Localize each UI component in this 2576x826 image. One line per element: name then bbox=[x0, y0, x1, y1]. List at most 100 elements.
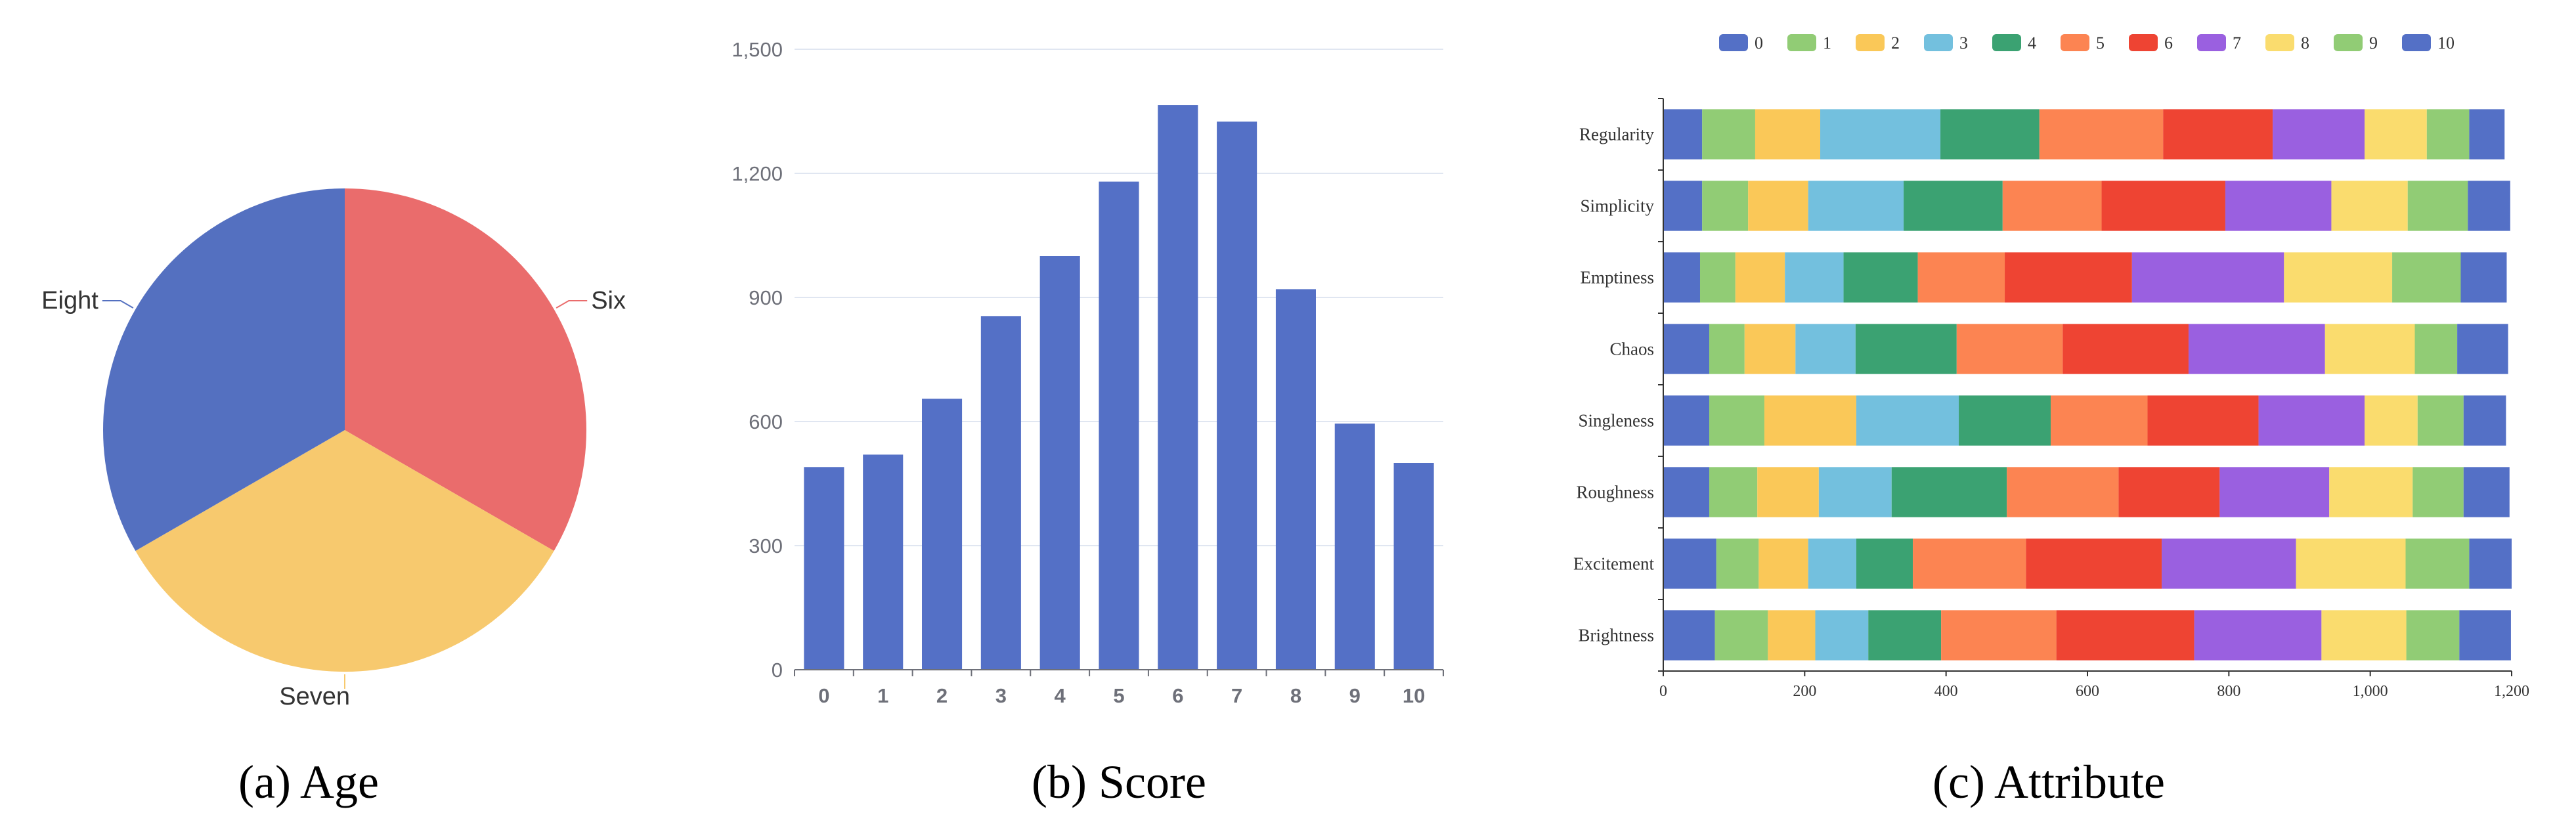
legend-label-8: 8 bbox=[2301, 33, 2309, 53]
attribute-segment-brightness-6 bbox=[2056, 610, 2194, 661]
attribute-segment-regularity-6 bbox=[2163, 109, 2273, 160]
attribute-segment-singleness-5 bbox=[2051, 395, 2148, 446]
caption-age: (a) Age bbox=[238, 756, 379, 808]
attribute-segment-regularity-2 bbox=[1755, 109, 1821, 160]
attribute-segment-excitement-0 bbox=[1663, 538, 1716, 589]
attribute-segment-regularity-5 bbox=[2039, 109, 2164, 160]
attribute-segment-brightness-3 bbox=[1815, 610, 1869, 661]
legend-swatch-6 bbox=[2129, 34, 2158, 51]
bar-8 bbox=[1275, 289, 1316, 670]
attribute-segment-chaos-3 bbox=[1795, 324, 1856, 374]
attribute-x-axis: 0 200 400 600 800 1,000 1,200 bbox=[1659, 670, 2529, 700]
attribute-segment-singleness-8 bbox=[2365, 395, 2418, 446]
attribute-segment-roughness-1 bbox=[1709, 467, 1758, 517]
pie-slices bbox=[103, 188, 586, 672]
legend-label-2: 2 bbox=[1891, 33, 1900, 53]
bar-bars bbox=[804, 105, 1434, 670]
attribute-segment-emptiness-10 bbox=[2460, 252, 2507, 303]
attribute-segment-brightness-7 bbox=[2194, 610, 2322, 661]
bar-x-tick-label: 5 bbox=[1113, 684, 1124, 707]
legend-label-7: 7 bbox=[2233, 33, 2241, 53]
attribute-label-roughness: Roughness bbox=[1576, 483, 1654, 502]
attribute-x-tick-label: 0 bbox=[1659, 683, 1667, 700]
attribute-segment-simplicity-1 bbox=[1702, 181, 1749, 231]
attribute-label-excitement: Excitement bbox=[1573, 554, 1654, 574]
attribute-segment-emptiness-1 bbox=[1699, 252, 1736, 303]
bar-1 bbox=[863, 454, 904, 670]
attribute-segment-excitement-3 bbox=[1808, 538, 1856, 589]
bar-y-tick-label: 1,500 bbox=[731, 38, 783, 61]
bar-10 bbox=[1393, 463, 1434, 670]
legend-label-10: 10 bbox=[2437, 33, 2455, 53]
attribute-segment-roughness-6 bbox=[2118, 467, 2220, 517]
attribute-x-tick-label: 1,200 bbox=[2494, 683, 2529, 700]
attribute-segment-roughness-8 bbox=[2329, 467, 2413, 517]
bar-x-tick-label: 3 bbox=[995, 684, 1007, 707]
attribute-segment-excitement-7 bbox=[2162, 538, 2296, 589]
attribute-segment-brightness-1 bbox=[1714, 610, 1768, 661]
attribute-segment-roughness-10 bbox=[2463, 467, 2510, 517]
legend-swatch-7 bbox=[2197, 34, 2226, 51]
pie-leader-six bbox=[556, 300, 588, 309]
attribute-segment-excitement-1 bbox=[1716, 538, 1759, 589]
attribute-segment-simplicity-7 bbox=[2225, 181, 2332, 231]
attribute-segment-regularity-9 bbox=[2426, 109, 2470, 160]
bar-x-axis: 0 1 2 3 4 5 6 7 8 9 10 bbox=[794, 669, 1444, 707]
attribute-segment-emptiness-9 bbox=[2392, 252, 2461, 303]
attribute-segment-chaos-8 bbox=[2325, 324, 2415, 374]
bar-x-tick-label: 2 bbox=[936, 684, 948, 707]
attribute-segment-regularity-3 bbox=[1820, 109, 1941, 160]
attribute-x-tick-label: 800 bbox=[2217, 683, 2240, 700]
pie-label-seven: Seven bbox=[279, 683, 350, 710]
attribute-segment-simplicity-4 bbox=[1904, 181, 2003, 231]
attribute-segment-singleness-6 bbox=[2147, 395, 2259, 446]
legend-label-3: 3 bbox=[1959, 33, 1968, 53]
attribute-y-axis: Regularity Simplicity Emptiness Chaos Single… bbox=[1573, 98, 1664, 672]
attribute-segment-brightness-10 bbox=[2459, 610, 2511, 661]
legend-swatch-0 bbox=[1719, 34, 1748, 51]
attribute-segment-emptiness-7 bbox=[2131, 252, 2284, 303]
attribute-segment-chaos-2 bbox=[1744, 324, 1796, 374]
caption-attribute: (c) Attribute bbox=[1932, 756, 2165, 808]
attribute-segment-chaos-7 bbox=[2188, 324, 2325, 374]
bar-x-tick-label: 10 bbox=[1403, 684, 1425, 707]
attribute-segment-chaos-1 bbox=[1709, 324, 1745, 374]
legend-swatch-10 bbox=[2402, 34, 2431, 51]
bar-6 bbox=[1158, 105, 1198, 670]
attribute-segment-simplicity-3 bbox=[1808, 181, 1904, 231]
attribute-segment-chaos-5 bbox=[1956, 324, 2063, 374]
attribute-segment-regularity-7 bbox=[2273, 109, 2365, 160]
legend-swatch-1 bbox=[1787, 34, 1816, 51]
legend-swatch-5 bbox=[2061, 34, 2089, 51]
attribute-legend: 0 1 2 3 4 5 6 7 8 9 10 bbox=[1719, 33, 2455, 53]
attribute-segment-emptiness-5 bbox=[1917, 252, 2005, 303]
attribute-segment-brightness-2 bbox=[1768, 610, 1816, 661]
attribute-segment-brightness-8 bbox=[2321, 610, 2407, 661]
attribute-segment-singleness-2 bbox=[1764, 395, 1856, 446]
bar-x-tick-label: 0 bbox=[818, 684, 829, 707]
attribute-segment-singleness-3 bbox=[1856, 395, 1959, 446]
bar-3 bbox=[980, 316, 1021, 670]
attribute-segment-emptiness-6 bbox=[2005, 252, 2132, 303]
pie-slice-six bbox=[345, 188, 586, 551]
attribute-label-brightness: Brightness bbox=[1578, 626, 1654, 645]
bar-9 bbox=[1334, 424, 1375, 670]
attribute-label-regularity: Regularity bbox=[1579, 125, 1654, 144]
attribute-segment-singleness-1 bbox=[1709, 395, 1764, 446]
attribute-segment-roughness-0 bbox=[1663, 467, 1709, 517]
attribute-segment-excitement-5 bbox=[1913, 538, 2026, 589]
attribute-segment-simplicity-5 bbox=[2002, 181, 2102, 231]
bar-0 bbox=[804, 467, 844, 670]
attribute-segment-singleness-7 bbox=[2258, 395, 2365, 446]
attribute-segment-regularity-4 bbox=[1940, 109, 2040, 160]
attribute-segment-chaos-4 bbox=[1855, 324, 1957, 374]
attribute-label-singleness: Singleness bbox=[1578, 411, 1654, 431]
attribute-segment-singleness-0 bbox=[1663, 395, 1709, 446]
attribute-segment-excitement-2 bbox=[1758, 538, 1808, 589]
attribute-segment-singleness-4 bbox=[1959, 395, 2051, 446]
legend-label-4: 4 bbox=[2028, 33, 2036, 53]
attribute-segment-simplicity-8 bbox=[2331, 181, 2408, 231]
attribute-segment-roughness-9 bbox=[2412, 467, 2464, 517]
score-bar-chart: 0 300 600 900 1,200 1,500 0 1 2 3 4 5 6 7 8 9 10 (b) Sc… bbox=[731, 38, 1444, 808]
attribute-segment-chaos-10 bbox=[2457, 324, 2508, 374]
